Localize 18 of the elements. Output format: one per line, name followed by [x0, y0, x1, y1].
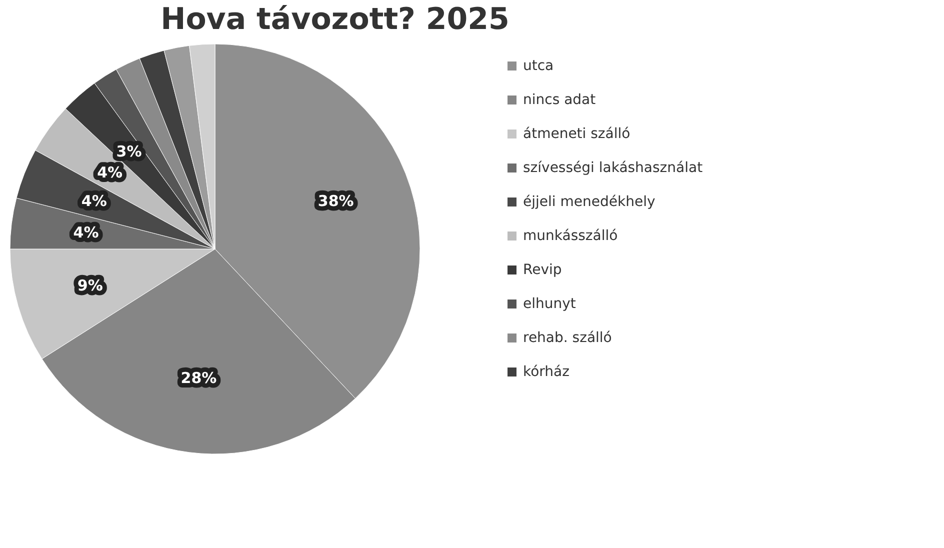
legend-label: szívességi lakáshasználat: [523, 160, 704, 176]
data-label: 28%: [180, 368, 217, 387]
legend-label: kórház: [523, 364, 570, 380]
legend-label: éjjeli menedékhely: [523, 194, 656, 210]
legend-label: átmeneti szálló: [523, 126, 630, 142]
data-label: 3%: [116, 142, 142, 160]
data-label: 9%: [77, 276, 103, 294]
data-label: 38%: [318, 192, 354, 210]
legend-label: nincs adat: [523, 92, 596, 108]
legend-label: Revip: [523, 262, 562, 278]
data-label: 4%: [73, 224, 99, 242]
chart-title: Hova távozott? 2025: [160, 2, 510, 37]
legend-label: elhunyt: [523, 296, 576, 312]
legend-label: rehab. szálló: [523, 330, 612, 346]
legend-label: munkásszálló: [523, 228, 618, 244]
data-label: 4%: [97, 164, 123, 182]
legend-label: utca: [523, 58, 554, 74]
data-label: 4%: [81, 192, 107, 210]
